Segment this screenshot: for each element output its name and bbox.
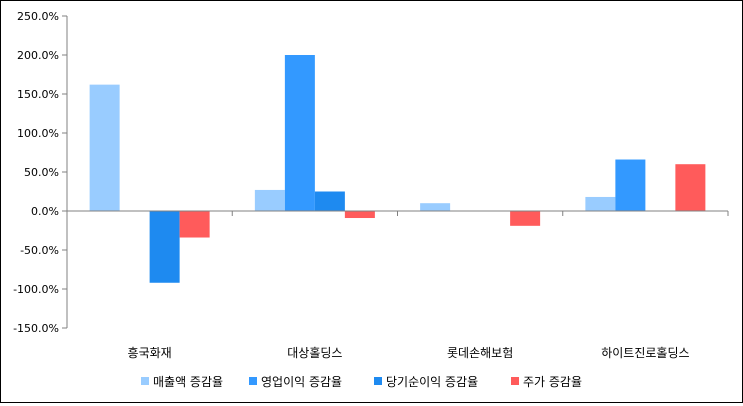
x-category-label: 흥국화재 (128, 346, 172, 360)
x-category-label: 하이트진로홀딩스 (601, 346, 689, 360)
y-tick-label: -50.0% (20, 244, 59, 257)
legend-item: 당기순이익 증감율 (374, 375, 478, 389)
legend-item: 매출액 증감율 (141, 375, 223, 389)
bar (510, 211, 541, 226)
bar (675, 164, 706, 211)
bar (284, 55, 315, 211)
y-tick-label: 50.0% (24, 166, 59, 179)
legend-swatch (249, 377, 257, 385)
bar (615, 159, 646, 211)
y-tick-label: 150.0% (17, 88, 59, 101)
x-axis: 흥국화재 대상홀딩스 롯데손해보험 하이트진로홀딩스 (66, 210, 729, 360)
bar (420, 203, 451, 211)
y-tick-label: -150.0% (13, 322, 59, 335)
legend: 매출액 증감율 영업이익 증감율 당기순이익 증감율 주가 증감율 (141, 375, 582, 389)
legend-label: 영업이익 증감율 (261, 375, 342, 389)
legend-label: 매출액 증감율 (153, 375, 223, 389)
bars (89, 55, 706, 283)
y-tick-label: 100.0% (17, 127, 59, 140)
legend-label: 당기순이익 증감율 (386, 375, 478, 389)
x-category-label: 대상홀딩스 (287, 346, 342, 360)
bar (254, 189, 285, 211)
legend-label: 주가 증감율 (523, 375, 582, 389)
y-tick-label: 0.0% (31, 205, 59, 218)
legend-item: 영업이익 증감율 (249, 375, 342, 389)
legend-item: 주가 증감율 (511, 375, 582, 389)
bar (89, 84, 120, 211)
legend-swatch (374, 377, 382, 385)
bar (149, 211, 180, 283)
legend-swatch (511, 377, 519, 385)
y-tick-label: 200.0% (17, 49, 59, 62)
bar (585, 196, 616, 211)
legend-swatch (141, 377, 149, 385)
y-tick-label: -100.0% (13, 283, 59, 296)
y-axis: 250.0% 200.0% 150.0% 100.0% 50.0% 0.0% -50.0% -… (13, 10, 68, 335)
bar (314, 191, 345, 211)
bar (344, 211, 375, 219)
x-category-label: 롯데손해보험 (447, 346, 513, 360)
bar (179, 211, 210, 238)
y-tick-label: 250.0% (17, 10, 59, 23)
